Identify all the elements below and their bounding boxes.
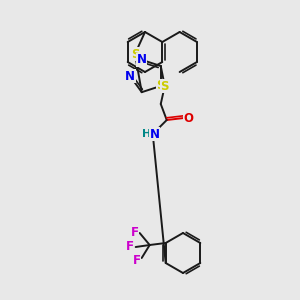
Text: F: F — [131, 226, 139, 238]
Text: S: S — [160, 80, 169, 92]
Text: F: F — [126, 241, 134, 254]
Text: O: O — [184, 112, 194, 124]
Text: N: N — [125, 70, 135, 83]
Text: S: S — [131, 47, 139, 61]
Text: N: N — [150, 128, 160, 140]
Text: H: H — [142, 129, 152, 139]
Text: N: N — [137, 53, 147, 66]
Text: S: S — [157, 80, 165, 92]
Text: F: F — [133, 254, 141, 266]
